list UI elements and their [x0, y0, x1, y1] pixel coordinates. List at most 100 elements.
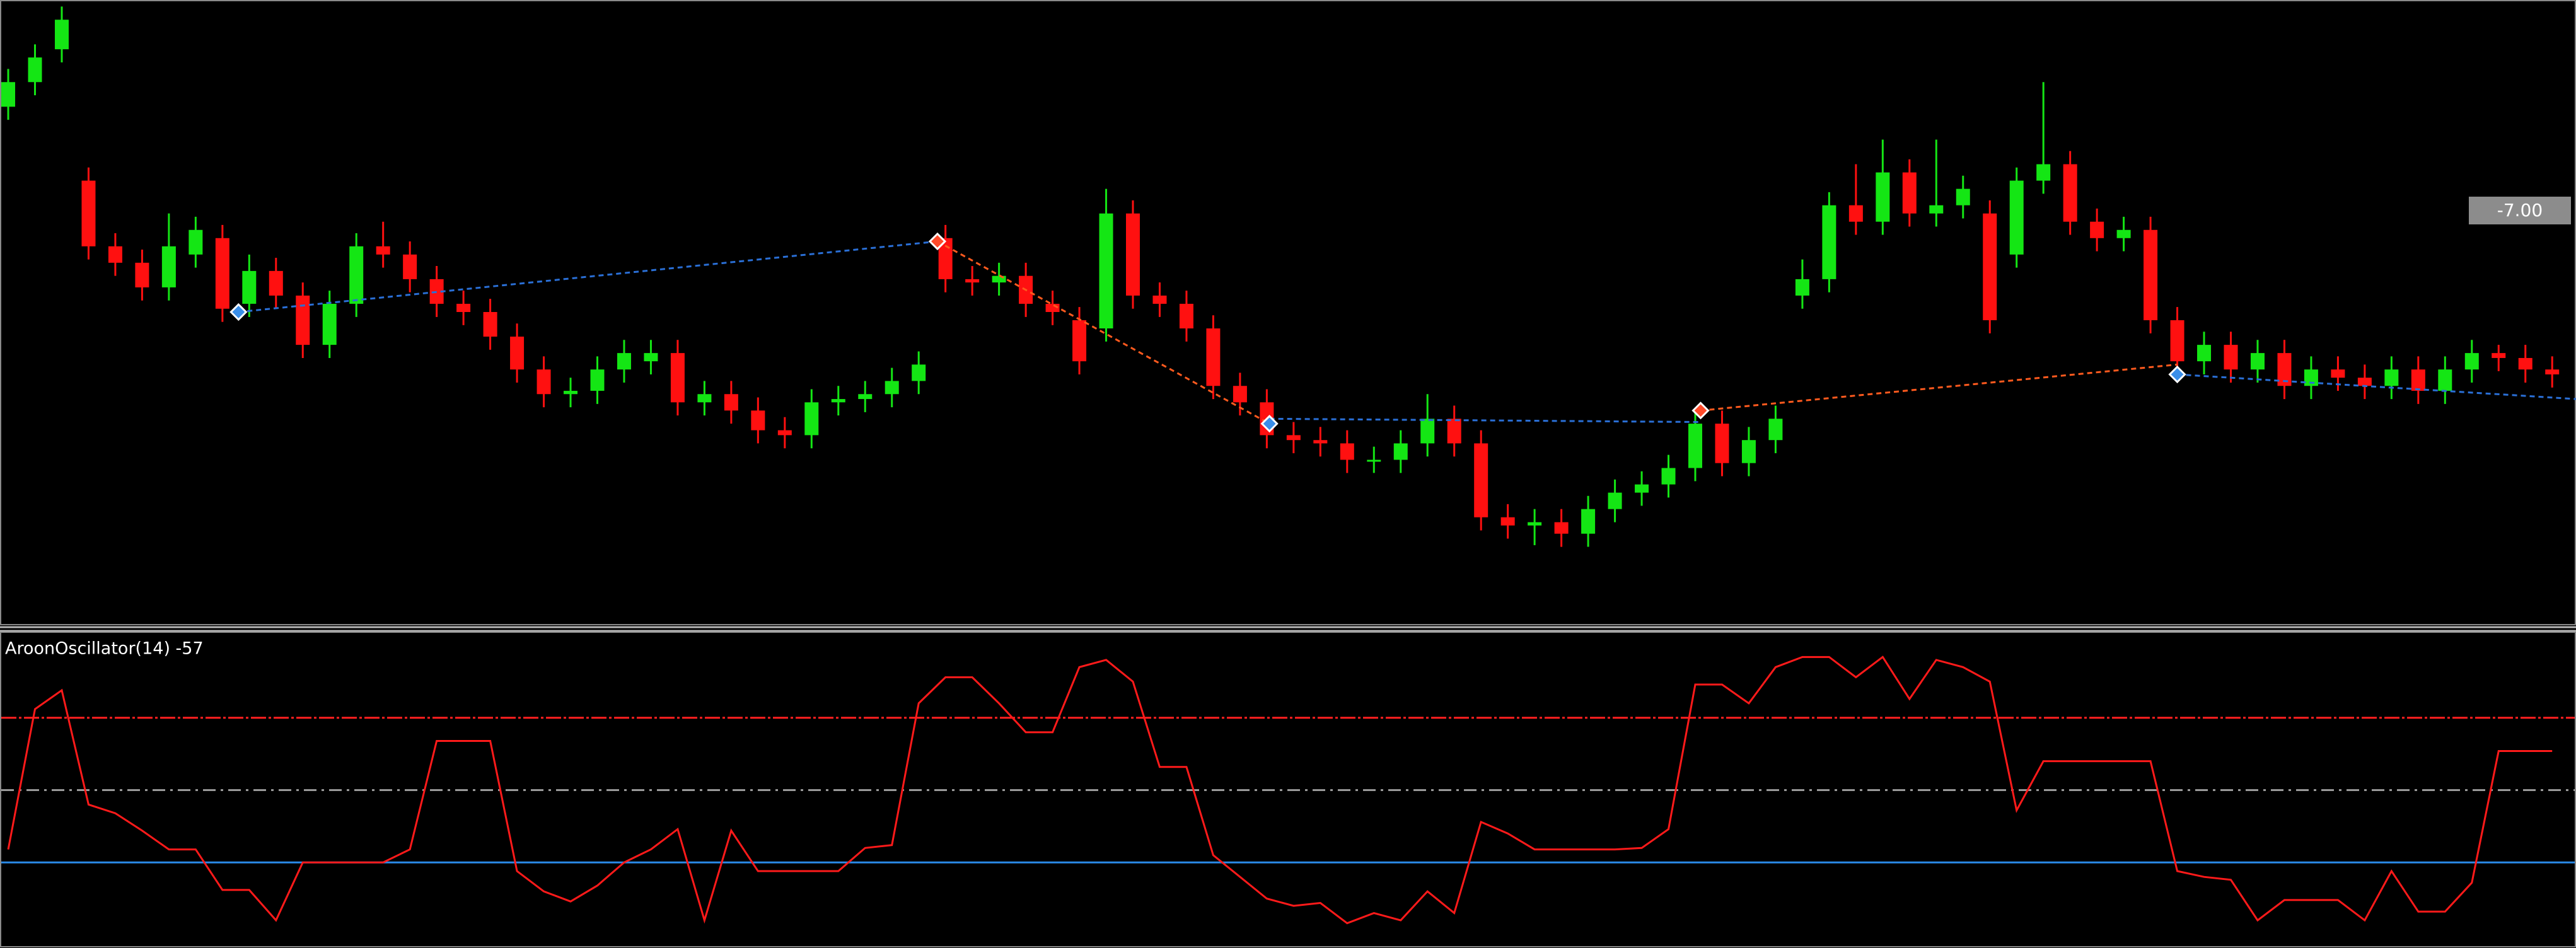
signal-marker [2168, 365, 2186, 384]
candle-body [189, 229, 203, 255]
candle-body [831, 399, 845, 403]
candle-body [2250, 353, 2265, 370]
candle-body [2224, 345, 2238, 370]
candle-body [1876, 172, 1890, 222]
candle-body [912, 364, 926, 381]
candle-body [2464, 353, 2479, 370]
signal-marker [1260, 415, 1279, 433]
candle-body [296, 295, 310, 345]
candle-body [108, 246, 122, 263]
candle-body [1286, 435, 1301, 441]
signal-marker [928, 232, 947, 251]
candle-body [1848, 205, 1863, 222]
candle-body [992, 275, 1006, 283]
candle-body [1420, 419, 1435, 444]
candle-body [28, 57, 42, 83]
candle-body [1554, 522, 1569, 534]
candle-body [1715, 424, 1729, 463]
signal-marker [1691, 402, 1710, 420]
candle-body [885, 381, 899, 395]
candle-body [1393, 443, 1408, 460]
candle-body [1608, 492, 1622, 509]
candle-body [1741, 440, 1756, 463]
oscillator-line [7, 656, 2553, 925]
candle-body [1126, 213, 1140, 296]
candle-body [724, 394, 738, 411]
zigzag-line [238, 240, 938, 313]
candle-body [670, 353, 685, 403]
candle-body [161, 246, 176, 287]
candle-body [81, 180, 96, 246]
candle-body [1929, 205, 1944, 214]
price-label: -7.00 [2497, 200, 2543, 221]
candle-body [269, 270, 283, 296]
zigzag-line [1269, 417, 1701, 424]
candle-body [376, 246, 390, 255]
candle-body [537, 369, 551, 395]
candle-body [2518, 357, 2532, 370]
candle-body [2438, 369, 2452, 391]
candle-body [1099, 213, 1113, 329]
candle-body [1902, 172, 1917, 214]
candle-body [2492, 353, 2506, 358]
candle-body [1983, 213, 1997, 321]
candle-body [1179, 303, 1193, 329]
candle-body [2036, 164, 2051, 181]
candle-body [1, 82, 16, 107]
candle-body [2545, 369, 2560, 374]
candle-body [2090, 221, 2104, 238]
candle-body [2116, 229, 2131, 238]
candle-body [2009, 180, 2024, 255]
indicator-title: AroonOscillator(14) -57 [5, 639, 204, 659]
candle-body [697, 394, 712, 403]
zigzag-line [937, 240, 1270, 425]
candle-body [2357, 378, 2372, 386]
candle-body [429, 279, 444, 304]
candle-body [1822, 205, 1836, 279]
candle-body [1233, 386, 1247, 403]
candle-body [1581, 509, 1596, 534]
candle-body [1474, 443, 1488, 517]
candle-body [349, 246, 364, 304]
candle-body [1528, 522, 1542, 526]
price-label-box [2469, 197, 2571, 224]
candle-body [858, 394, 873, 400]
candle-body [2331, 369, 2345, 378]
zigzag-line [1700, 363, 2178, 412]
candle-body [2144, 229, 2158, 321]
candle-body [1367, 460, 1381, 462]
candle-body [2170, 320, 2184, 362]
signal-marker [229, 303, 248, 321]
candle-body [2197, 345, 2212, 362]
candle-body [751, 410, 765, 431]
candle-body [965, 279, 980, 283]
osc-pane-frame [0, 632, 2576, 947]
candle-body [564, 391, 578, 395]
candle-body [1661, 468, 1676, 485]
candle-body [617, 353, 631, 370]
candle-body [2063, 164, 2077, 222]
candle-body [1340, 443, 1354, 460]
candle-body [1956, 188, 1970, 205]
candle-body [215, 238, 229, 309]
candle-body [1206, 328, 1221, 386]
candle-body [322, 303, 337, 345]
candle-body [1447, 419, 1461, 444]
candle-body [2304, 369, 2318, 386]
candle-body [1500, 517, 1515, 526]
candle-body [1795, 279, 1809, 296]
candle-body [456, 303, 471, 312]
candle-body [1313, 440, 1328, 444]
candle-body [590, 369, 605, 391]
candle-body [1768, 419, 1783, 441]
candle-body [1072, 320, 1087, 362]
candle-body [1688, 424, 1702, 468]
candle-body [403, 254, 417, 279]
candle-body [54, 20, 69, 50]
candle-body [1152, 295, 1167, 304]
candle-body [644, 353, 658, 362]
candle-body [483, 312, 497, 337]
candle-body [242, 270, 257, 304]
